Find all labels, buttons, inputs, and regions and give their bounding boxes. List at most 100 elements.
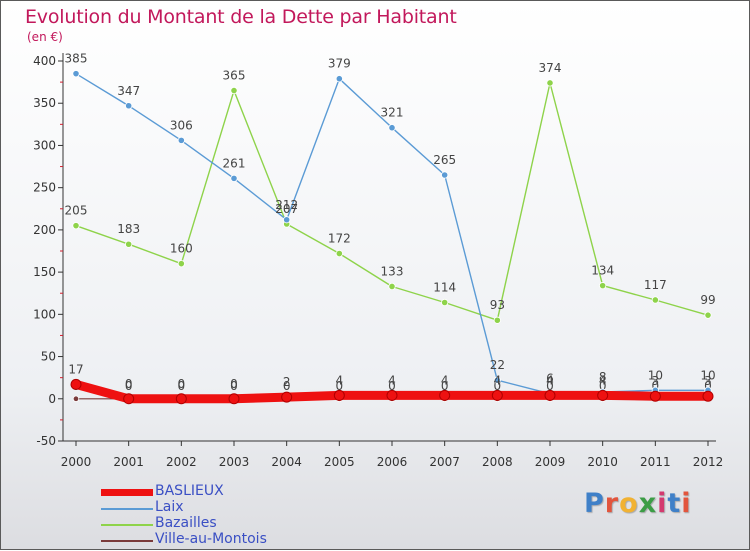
data-label-laix: 347 [117,84,140,98]
logo-letter: t [667,488,682,519]
data-label-baslieux: 17 [68,362,83,376]
data-point-laix [125,102,133,110]
data-label-ville-au-montois: 0 [599,379,607,393]
x-tick-label: 2003 [219,455,250,469]
data-label-laix: 10 [648,368,663,382]
data-point-bazailles [72,222,80,230]
y-tick-label: 400 [33,54,56,68]
data-point-bazailles [599,282,607,290]
x-tick-label: 2010 [587,455,618,469]
data-label-baslieux: 0 [178,377,186,391]
y-tick-label: 0 [48,392,56,406]
data-label-baslieux: 0 [125,377,133,391]
data-point-laix [335,75,343,83]
x-tick-label: 2011 [640,455,671,469]
x-tick-label: 2006 [377,455,408,469]
data-label-bazailles: 133 [381,264,404,278]
y-tick-label: 100 [33,307,56,321]
data-point-bazailles [388,282,396,291]
data-label-bazailles: 117 [644,278,667,292]
data-label-baslieux: 4 [388,373,396,387]
data-label-ville-au-montois: 0 [283,379,291,393]
logo-letter: r [604,488,620,519]
data-label-bazailles: 172 [328,232,351,246]
data-point-laix [177,136,185,144]
data-label-laix: 212 [275,198,298,212]
data-label-baslieux: 4 [336,373,344,387]
data-label-ville-au-montois: 0 [125,379,133,393]
data-label-baslieux: 3 [652,374,660,388]
data-point-baslieux [702,390,714,402]
data-label-bazailles: 160 [170,242,193,256]
data-label-bazailles: 205 [65,204,88,218]
y-tick-label: 50 [41,350,56,364]
data-point-bazailles [704,311,712,319]
data-label-bazailles: 207 [275,202,298,216]
data-point-bazailles [335,249,343,258]
data-point-ville-au-montois [72,395,80,402]
data-point-laix [72,70,80,78]
data-label-ville-au-montois: 0 [336,379,344,393]
data-label-bazailles: 365 [223,69,246,83]
data-label-ville-au-montois: 0 [441,379,449,393]
proxiti-logo: Proxiti [584,488,692,519]
logo-letter: i [657,488,668,519]
data-label-ville-au-montois: 0 [652,379,660,393]
data-label-bazailles: 134 [591,264,614,278]
data-label-bazailles: 99 [700,293,715,307]
data-label-baslieux: 3 [704,374,712,388]
data-label-laix: 306 [170,118,193,132]
data-point-bazailles [441,298,449,307]
y-tick-label: 200 [33,223,56,237]
y-tick-label: 300 [33,138,56,152]
data-label-baslieux: 4 [546,373,554,387]
legend-label-baslieux: BASLIEUX [155,483,224,499]
data-point-baslieux [597,389,609,401]
legend-swatch-baslieux [101,489,153,496]
data-point-baslieux [649,390,661,402]
data-label-laix: 10 [700,368,715,382]
data-label-baslieux: 4 [494,373,502,387]
chart-title: Evolution du Montant de la Dette par Hab… [25,6,457,28]
data-point-baslieux [281,391,293,403]
data-label-laix: 6 [546,372,554,386]
data-point-baslieux [544,389,556,401]
legend-swatch-bazailles [101,524,153,526]
data-label-ville-au-montois: 0 [388,379,396,393]
legend-swatch-ville-au-montois [101,540,153,542]
data-point-laix [230,174,238,182]
data-label-ville-au-montois: 0 [230,379,238,393]
data-point-bazailles [125,240,133,248]
data-label-laix: 385 [65,52,88,66]
x-tick-label: 2009 [535,455,566,469]
data-point-laix [441,171,449,179]
data-point-baslieux [228,393,240,405]
data-point-bazailles [651,296,659,304]
data-point-baslieux [333,389,345,401]
x-tick-label: 2004 [271,455,302,469]
legend-label-bazailles: Bazailles [155,515,217,531]
data-label-bazailles: 374 [539,61,562,75]
unit-label: (en €) [27,30,63,44]
data-label-bazailles: 114 [433,281,456,295]
data-point-baslieux [70,378,82,390]
data-point-baslieux [386,389,398,401]
data-label-baslieux: 0 [230,377,238,391]
y-tick-label: 150 [33,265,56,279]
logo-letter: x [638,488,658,519]
data-point-baslieux [439,389,451,401]
data-label-baslieux: 2 [283,375,291,389]
data-point-laix [283,216,291,224]
data-point-bazailles [493,316,501,324]
x-tick-label: 2001 [113,455,144,469]
data-point-baslieux [175,393,187,405]
data-point-laix [493,376,501,384]
x-tick-label: 2000 [61,455,92,469]
data-label-laix: 261 [223,156,246,170]
data-label-laix: 22 [490,358,505,372]
data-point-bazailles [546,79,554,87]
legend-swatch-laix [101,508,153,510]
data-point-bazailles [177,260,185,268]
legend-label-ville-au-montois: Ville-au-Montois [155,531,267,547]
